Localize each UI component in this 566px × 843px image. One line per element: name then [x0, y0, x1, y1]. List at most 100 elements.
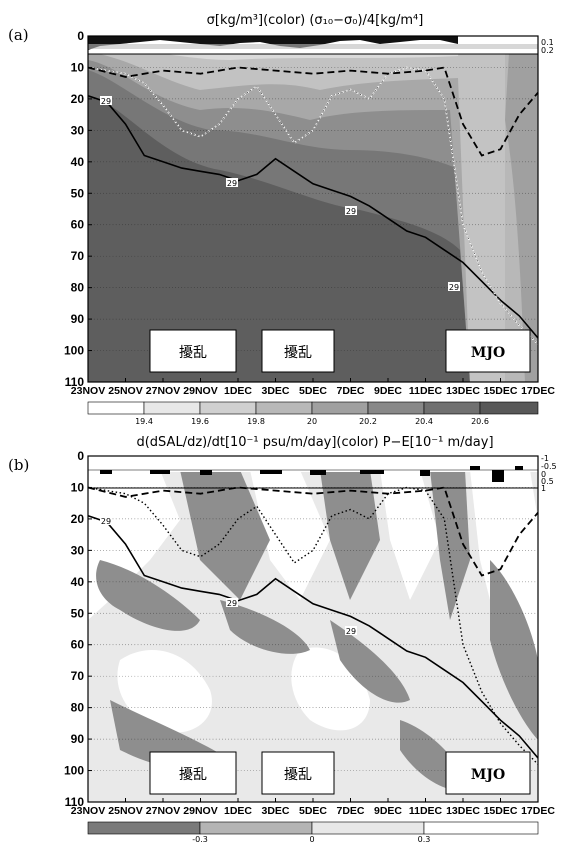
event-box-label: 擾乱: [284, 766, 312, 783]
grid-dot: [534, 287, 536, 288]
grid-dot: [359, 738, 361, 740]
grid-dot: [209, 581, 211, 583]
grid-dot: [181, 130, 183, 131]
grid-dot: [515, 224, 517, 226]
grid-dot: [228, 612, 229, 614]
grid-dot: [137, 770, 139, 771]
grid-dot: [487, 98, 489, 100]
grid-dot: [322, 550, 323, 551]
grid-dot: [231, 518, 233, 520]
grid-dot: [475, 675, 476, 677]
grid-dot: [106, 318, 108, 320]
grid-dot: [297, 707, 298, 708]
grid-dot: [525, 224, 526, 226]
contour-label-box: [226, 598, 238, 607]
grid-dot: [140, 130, 142, 131]
grid-dot: [275, 738, 276, 740]
grid-dot: [122, 318, 123, 320]
grid-dot: [262, 192, 264, 194]
grid-dot: [206, 192, 208, 194]
grid-dot: [228, 550, 229, 551]
grid-dot: [134, 770, 136, 771]
grid-dot: [434, 98, 436, 100]
grid-dot: [137, 644, 139, 646]
grid-dot: [293, 192, 295, 194]
grid-dot: [281, 707, 283, 708]
grid-dot: [168, 130, 170, 131]
grid-dot: [425, 130, 426, 131]
grid-dot: [515, 192, 517, 194]
grid-dot: [500, 130, 501, 131]
grid-dot: [365, 770, 367, 771]
grid-dot: [465, 550, 467, 551]
grid-dot: [243, 98, 245, 100]
grid-dot: [137, 255, 139, 257]
grid-dot: [159, 518, 161, 520]
grid-dot: [122, 161, 123, 163]
grid-dot: [431, 224, 433, 226]
colorbar-tick: 20: [307, 417, 317, 426]
grid-dot: [225, 518, 226, 520]
grid-dot: [437, 161, 439, 163]
grid-dot: [309, 161, 311, 163]
grid-dot: [534, 770, 536, 771]
grid-dot: [125, 98, 126, 100]
grid-dot: [168, 255, 170, 257]
grid-dot: [237, 161, 239, 163]
grid-dot: [247, 287, 248, 288]
grid-dot: [131, 287, 133, 288]
grid-dot: [275, 707, 276, 708]
grid-dot: [390, 161, 392, 163]
grid-dot: [147, 130, 148, 131]
grid-dot: [109, 738, 111, 740]
grid-dot: [375, 98, 376, 100]
grid-dot: [275, 224, 276, 226]
grid-dot: [137, 707, 139, 708]
grid-dot: [506, 255, 508, 257]
grid-dot: [384, 612, 386, 614]
grid-dot: [197, 287, 198, 288]
panel-b-contours: [87, 486, 539, 765]
grid-dot: [318, 644, 320, 646]
grid-dot: [390, 550, 392, 551]
grid-dot: [103, 770, 104, 771]
grid-dot: [453, 738, 454, 740]
grid-dot: [506, 644, 508, 646]
grid-dot: [147, 738, 148, 740]
grid-dot: [390, 770, 392, 771]
grid-dot: [468, 644, 470, 646]
contour-label: 29: [227, 179, 237, 188]
grid-dot: [240, 644, 242, 646]
grid-dot: [297, 98, 298, 100]
grid-dot: [337, 550, 339, 551]
event-box-label: 擾乱: [284, 344, 312, 361]
grid-dot: [128, 255, 129, 257]
grid-dot: [168, 192, 170, 194]
grid-dot: [350, 738, 351, 740]
grid-dot: [181, 550, 183, 551]
grid-dot: [331, 161, 333, 163]
grid-dot: [137, 550, 139, 551]
grid-dot: [400, 738, 401, 740]
grid-dot: [493, 738, 495, 740]
grid-dot: [243, 581, 245, 583]
grid-dot: [175, 644, 176, 646]
grid-dot: [531, 612, 533, 614]
grid-dot: [509, 287, 511, 288]
grid-dot: [359, 518, 361, 520]
grid-dot: [503, 550, 504, 551]
grid-dot: [390, 318, 392, 320]
grid-dot: [443, 518, 445, 520]
grid-dot: [318, 675, 320, 677]
grid-dot: [115, 675, 117, 677]
grid-dot: [147, 550, 148, 551]
top-bar-tick: 0.1: [541, 38, 554, 47]
grid-dot: [165, 707, 167, 708]
grid-dot: [156, 581, 158, 583]
grid-dot: [393, 644, 395, 646]
grid-dot: [97, 287, 98, 288]
grid-dot: [234, 644, 236, 646]
grid-dot: [109, 192, 111, 194]
grid-dot: [193, 581, 195, 583]
